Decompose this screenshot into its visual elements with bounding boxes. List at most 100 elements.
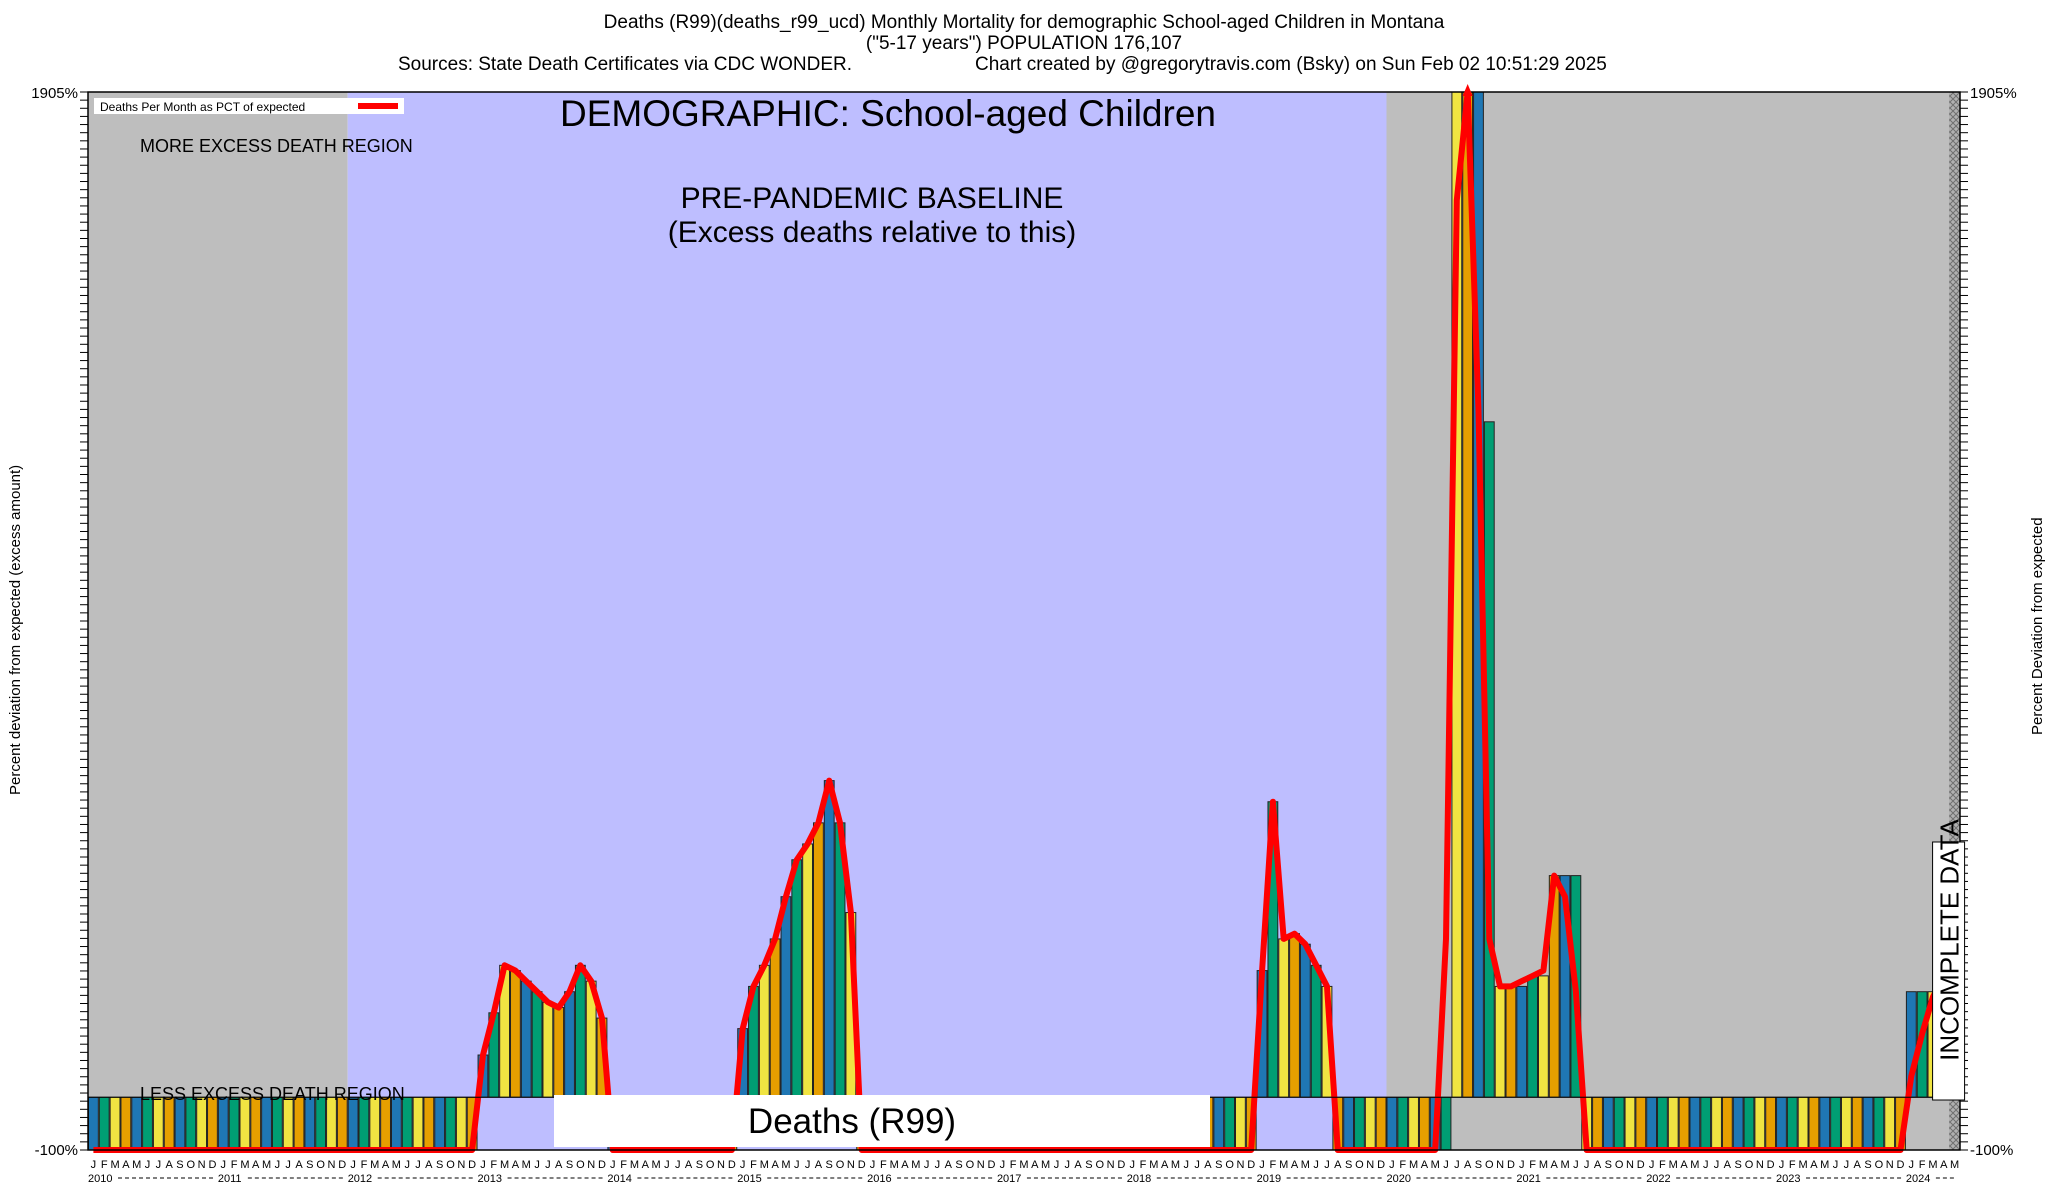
bar-140 [1602,1096,1614,1151]
x-month-label-42: J [545,1159,551,1171]
bar-9 [185,1096,197,1151]
x-month-label-132: J [1519,1159,1525,1171]
bar-123 [1418,1096,1430,1151]
x-month-label-158: M [1799,1159,1808,1171]
x-month-label-98: M [1149,1159,1158,1171]
x-month-label-89: J [1054,1159,1060,1171]
bar-12 [217,1096,229,1151]
bar-151 [1721,1096,1733,1151]
x-month-label-86: M [1019,1159,1028,1171]
x-month-label-107: D [1247,1159,1255,1171]
x-month-label-9: O [187,1159,196,1171]
x-month-label-152: S [1735,1159,1742,1171]
bar-165 [1873,1096,1885,1151]
bar-139 [1592,1096,1603,1151]
bar-7 [163,1096,175,1151]
x-month-label-74: M [890,1159,899,1171]
x-month-label-129: O [1485,1159,1494,1171]
x-month-label-135: A [1551,1159,1559,1171]
x-month-label-36: J [480,1159,486,1171]
x-month-label-91: A [1074,1159,1082,1171]
y-tick-label-top-right: 1905% [1970,85,2017,102]
baseline-sublabel: (Excess deaths relative to this) [668,216,1077,249]
x-month-label-95: D [1117,1159,1125,1171]
x-month-label-29: J [404,1159,410,1171]
x-month-label-97: F [1140,1159,1147,1171]
bar-0 [88,1096,99,1151]
x-month-label-94: N [1107,1159,1115,1171]
x-month-label-15: A [252,1159,260,1171]
bar-17 [271,1096,283,1151]
x-month-label-14: M [240,1159,249,1171]
x-month-label-70: N [847,1159,855,1171]
legend-box [94,98,404,114]
x-month-label-90: J [1065,1159,1071,1171]
x-month-label-127: A [1464,1159,1472,1171]
x-month-label-6: J [156,1159,162,1171]
x-month-label-43: A [555,1159,563,1171]
bar-150 [1711,1096,1722,1151]
peak-arrow-marker [1462,84,1473,96]
bar-33 [445,1096,456,1151]
x-month-label-167: D [1897,1159,1905,1171]
x-month-label-77: J [924,1159,930,1171]
x-year-label-2016: 2016 [867,1173,891,1185]
bar-149 [1700,1096,1712,1151]
bar-119 [1375,1096,1387,1151]
bar-65 [791,859,803,1098]
bar-112 [1299,943,1311,1098]
x-month-label-105: O [1225,1159,1234,1171]
x-month-label-140: S [1605,1159,1612,1171]
bar-5 [142,1096,153,1151]
more-excess-label: MORE EXCESS DEATH REGION [140,136,413,156]
bar-3 [120,1096,132,1151]
x-month-label-164: S [1864,1159,1871,1171]
x-month-label-146: M [1669,1159,1678,1171]
x-month-label-136: M [1560,1159,1569,1171]
x-month-label-83: D [988,1159,996,1171]
x-month-label-93: O [1095,1159,1104,1171]
x-month-label-124: M [1431,1159,1440,1171]
x-month-label-100: M [1171,1159,1180,1171]
x-month-label-13: F [231,1159,238,1171]
bar-161 [1830,1096,1841,1151]
x-month-label-139: A [1594,1159,1602,1171]
bar-164 [1862,1096,1874,1151]
x-month-label-118: N [1366,1159,1374,1171]
bar-26 [369,1096,381,1151]
x-month-label-47: D [598,1159,606,1171]
bar-25 [358,1096,370,1151]
x-month-label-53: J [664,1159,670,1171]
x-month-label-169: F [1919,1159,1926,1171]
bar-125 [1440,1096,1452,1151]
x-month-label-165: O [1875,1159,1884,1171]
x-month-label-92: S [1085,1159,1092,1171]
bar-14 [239,1096,251,1151]
bar-133 [1527,975,1538,1098]
bar-116 [1343,1096,1355,1151]
x-month-label-168: J [1909,1159,1915,1171]
x-month-label-68: S [826,1159,833,1171]
x-year-label-2024: 2024 [1906,1173,1930,1185]
bar-62 [758,964,770,1098]
x-month-label-30: J [415,1159,421,1171]
x-month-label-138: J [1584,1159,1590,1171]
bar-22 [326,1096,337,1151]
bar-153 [1743,1096,1755,1151]
x-month-label-121: F [1399,1159,1406,1171]
x-month-label-109: F [1270,1159,1277,1171]
x-month-label-63: A [771,1159,779,1171]
bar-31 [423,1096,435,1151]
x-month-label-162: J [1844,1159,1850,1171]
x-month-label-106: N [1236,1159,1244,1171]
x-month-label-133: F [1529,1159,1536,1171]
bar-104 [1213,1096,1225,1151]
bar-11 [207,1096,218,1151]
x-month-label-49: F [620,1159,627,1171]
x-month-label-116: S [1345,1159,1352,1171]
bar-1 [98,1096,110,1151]
x-month-label-144: J [1649,1159,1655,1171]
x-month-label-22: N [327,1159,335,1171]
x-year-label-2015: 2015 [737,1173,761,1185]
regions-layer [88,92,1960,1150]
